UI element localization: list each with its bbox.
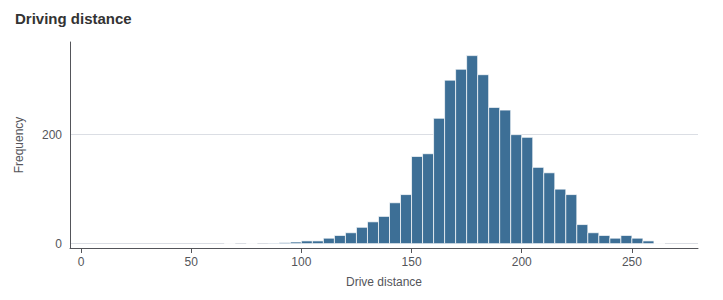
svg-text:50: 50	[185, 255, 199, 269]
svg-text:250: 250	[622, 255, 642, 269]
svg-text:200: 200	[512, 255, 532, 269]
svg-text:0: 0	[55, 237, 62, 251]
svg-text:Frequency: Frequency	[12, 117, 26, 174]
svg-text:Drive distance: Drive distance	[346, 275, 422, 289]
svg-text:0: 0	[78, 255, 85, 269]
svg-text:Driving distance: Driving distance	[15, 10, 132, 27]
svg-text:200: 200	[42, 128, 62, 142]
svg-text:150: 150	[402, 255, 422, 269]
svg-text:100: 100	[291, 255, 311, 269]
